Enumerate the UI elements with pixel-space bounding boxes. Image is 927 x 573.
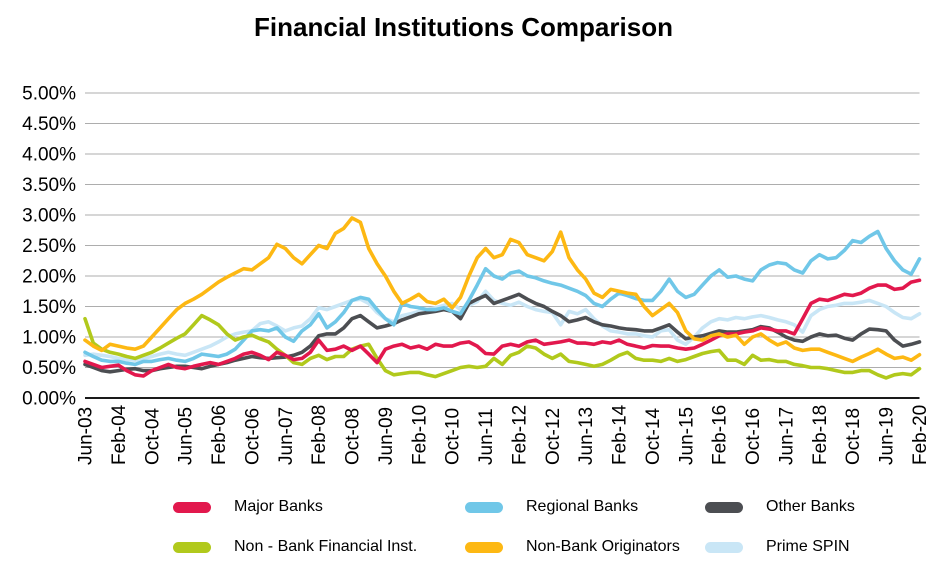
chart-title: Financial Institutions Comparison [254, 12, 673, 42]
x-tick-label: Oct-18 [843, 408, 864, 465]
legend-item-non-bank-financial: Non - Bank Financial Inst. [173, 538, 417, 556]
x-tick-label: Jun-17 [776, 407, 797, 465]
legend-label: Major Banks [234, 498, 323, 515]
y-tick-label: 4.00% [22, 145, 76, 166]
series-line-prime-spin [83, 289, 922, 363]
series-line-regional-banks [83, 229, 922, 367]
major-banks-swatch-icon [173, 501, 211, 513]
other-banks-swatch-icon [705, 501, 743, 513]
non-bank-originators-swatch-icon [465, 541, 503, 553]
x-tick-label: Jun-15 [676, 407, 697, 465]
x-tick-label: Jun-13 [576, 407, 597, 465]
y-tick-label: 2.50% [22, 236, 76, 257]
legend-item-prime-spin: Prime SPIN [705, 538, 850, 556]
x-tick-label: Oct-10 [443, 408, 464, 465]
x-tick-label: Oct-04 [142, 408, 163, 465]
x-tick-label: Feb-04 [109, 404, 130, 465]
legend-label: Non - Bank Financial Inst. [234, 538, 418, 555]
legend-item-non-bank-originators: Non-Bank Originators [465, 538, 680, 556]
y-tick-label: 0.00% [22, 389, 76, 410]
x-tick-label: Feb-14 [610, 404, 631, 465]
legend-label: Prime SPIN [766, 538, 850, 555]
y-tick-label: 0.50% [22, 358, 76, 379]
x-tick-label: Oct-16 [743, 408, 764, 465]
x-tick-label: Jun-09 [376, 407, 397, 465]
legend-label: Other Banks [766, 498, 855, 515]
x-tick-label: Jun-03 [76, 407, 97, 465]
x-tick-label: Feb-20 [910, 405, 927, 465]
x-tick-label: Feb-12 [509, 405, 530, 465]
line-chart: 5.00% 4.50% 4.00% 3.50% 3.00% 2.50% 2.00% 1.50%… [22, 84, 927, 466]
regional-banks-swatch-icon [465, 501, 503, 513]
x-tick-label: Oct-14 [643, 408, 664, 465]
series-line-non-bank-originators [83, 216, 922, 364]
x-tick-label: Oct-06 [242, 408, 263, 465]
x-tick-label: Feb-10 [409, 405, 430, 465]
y-tick-label: 1.00% [22, 328, 76, 349]
x-tick-label: Jun-19 [877, 407, 898, 465]
y-tick-label: 1.50% [22, 297, 76, 318]
x-tick-label: Feb-18 [810, 405, 831, 465]
x-tick-label: Jun-05 [176, 407, 197, 465]
legend-label: Regional Banks [526, 498, 639, 515]
prime-spin-swatch-icon [705, 541, 743, 553]
y-tick-label: 2.00% [22, 267, 76, 288]
x-tick-label: Jun-07 [276, 407, 297, 465]
x-tick-label: Oct-12 [543, 408, 564, 465]
x-tick-label: Oct-08 [343, 408, 364, 465]
x-tick-label: Feb-16 [710, 405, 731, 465]
legend-label: Non-Bank Originators [526, 538, 680, 555]
legend-item-major-banks: Major Banks [173, 498, 323, 516]
y-tick-label: 4.50% [22, 114, 76, 135]
legend-item-regional-banks: Regional Banks [465, 498, 638, 516]
series-line-major-banks [83, 278, 922, 378]
x-tick-label: Jun-11 [476, 408, 497, 465]
series-line-non-bank-financial-inst [83, 313, 922, 380]
non-bank-financial-swatch-icon [173, 541, 211, 553]
y-tick-label: 3.00% [22, 206, 76, 227]
y-tick-label: 5.00% [22, 84, 76, 105]
legend-item-other-banks: Other Banks [705, 498, 855, 516]
x-tick-label: Feb-08 [309, 405, 330, 465]
y-tick-label: 3.50% [22, 175, 76, 196]
x-tick-label: Feb-06 [209, 405, 230, 465]
